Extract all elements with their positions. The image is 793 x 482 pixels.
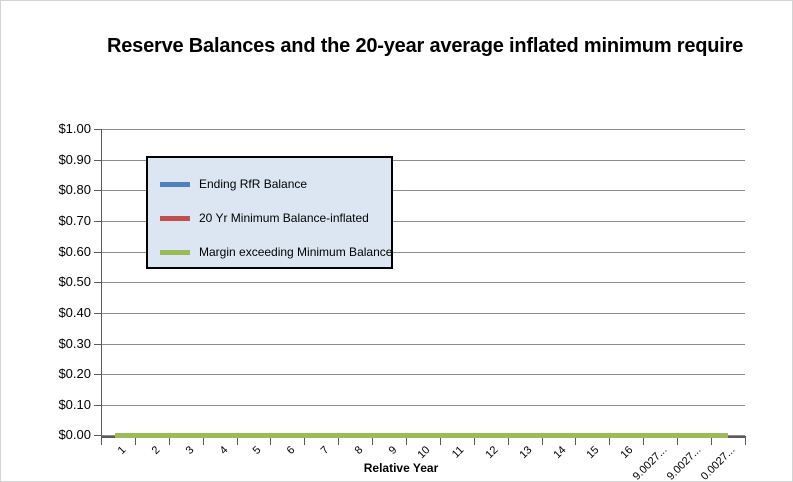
x-axis-tick <box>101 438 102 445</box>
x-axis-tick <box>270 438 271 445</box>
x-tick-label: 5 <box>250 444 264 457</box>
x-tick-label: 9.0027... <box>664 444 704 482</box>
legend-label: 20 Yr Minimum Balance-inflated <box>199 211 369 225</box>
gridline <box>101 344 745 345</box>
y-axis-label: $1.00 <box>58 121 91 136</box>
gridline <box>101 374 745 375</box>
y-axis-line <box>101 129 102 445</box>
legend-item: Margin exceeding Minimum Balance <box>148 237 393 267</box>
x-tick-label: 4 <box>217 444 231 457</box>
y-axis-tick <box>94 190 101 191</box>
y-axis-tick <box>94 252 101 253</box>
legend: Ending RfR Balance 20 Yr Minimum Balance… <box>146 156 393 269</box>
x-axis-tick <box>169 438 170 445</box>
x-axis-tick <box>203 438 204 445</box>
y-axis-label: $0.50 <box>58 274 91 289</box>
x-tick-label: 9.0027... <box>630 444 670 482</box>
y-axis-tick <box>94 160 101 161</box>
y-axis-tick <box>94 374 101 375</box>
gridline <box>101 160 745 161</box>
x-tick-label: 11 <box>449 444 467 461</box>
x-tick-label: 14 <box>551 444 569 462</box>
y-axis-tick <box>94 221 101 222</box>
x-axis-tick <box>135 438 136 445</box>
x-axis-tick <box>508 438 509 445</box>
x-axis-tick <box>745 438 746 445</box>
y-axis-tick <box>94 313 101 314</box>
x-axis-tick <box>575 438 576 445</box>
y-axis-label: $0.70 <box>58 213 91 228</box>
chart-title: Reserve Balances and the 20-year average… <box>107 35 744 57</box>
y-axis-label: $0.90 <box>58 152 91 167</box>
y-axis-label: $0.10 <box>58 397 91 412</box>
x-tick-label: 2 <box>149 444 163 457</box>
x-tick-label: 15 <box>584 444 602 462</box>
y-axis-label: $0.60 <box>58 244 91 259</box>
x-tick-label: 9 <box>386 444 400 457</box>
x-axis-tick <box>474 438 475 445</box>
y-axis-label: $0.40 <box>58 305 91 320</box>
y-axis-label: $0.30 <box>58 336 91 351</box>
legend-label: Ending RfR Balance <box>199 177 308 191</box>
y-axis-tick <box>94 344 101 345</box>
x-axis-tick <box>372 438 373 445</box>
x-tick-label: 12 <box>483 444 501 462</box>
legend-item: Ending RfR Balance <box>148 169 391 199</box>
gridline <box>101 405 745 406</box>
legend-label: Margin exceeding Minimum Balance <box>199 245 393 259</box>
x-tick-label: 16 <box>618 444 636 462</box>
gridline <box>101 313 745 314</box>
x-tick-label: 0.0027... <box>698 444 738 482</box>
y-axis-label: $0.00 <box>58 427 91 442</box>
y-axis-tick <box>94 129 101 130</box>
x-axis-tick <box>440 438 441 445</box>
x-tick-label: 3 <box>183 444 197 457</box>
line-swatch-icon <box>160 181 190 187</box>
y-axis-label: $0.20 <box>58 366 91 381</box>
x-axis-tick <box>304 438 305 445</box>
x-axis-tick <box>237 438 238 445</box>
x-tick-label: 13 <box>517 444 535 462</box>
x-axis-tick <box>677 438 678 445</box>
gridline <box>101 221 745 222</box>
gridline <box>101 252 745 253</box>
x-tick-label: 7 <box>318 444 332 457</box>
x-axis-tick <box>542 438 543 445</box>
legend-item: 20 Yr Minimum Balance-inflated <box>148 203 391 233</box>
x-axis-tick <box>643 438 644 445</box>
line-swatch-icon <box>160 249 190 255</box>
gridline <box>101 282 745 283</box>
x-tick-label: 1 <box>115 444 129 457</box>
y-axis-tick <box>94 435 101 436</box>
x-axis-tick <box>338 438 339 445</box>
x-tick-label: 6 <box>284 444 298 457</box>
x-axis-tick <box>406 438 407 445</box>
series-line-margin-exceeding <box>115 433 728 438</box>
y-axis-tick <box>94 282 101 283</box>
y-axis-label: $0.80 <box>58 182 91 197</box>
x-axis-title: Relative Year <box>363 461 439 475</box>
x-axis-tick <box>711 438 712 445</box>
x-tick-label: 8 <box>352 444 366 457</box>
x-axis-tick <box>609 438 610 445</box>
line-swatch-icon <box>160 215 190 221</box>
gridline <box>101 129 745 130</box>
y-axis-tick <box>94 405 101 406</box>
x-tick-label: 10 <box>415 444 433 462</box>
gridline <box>101 190 745 191</box>
